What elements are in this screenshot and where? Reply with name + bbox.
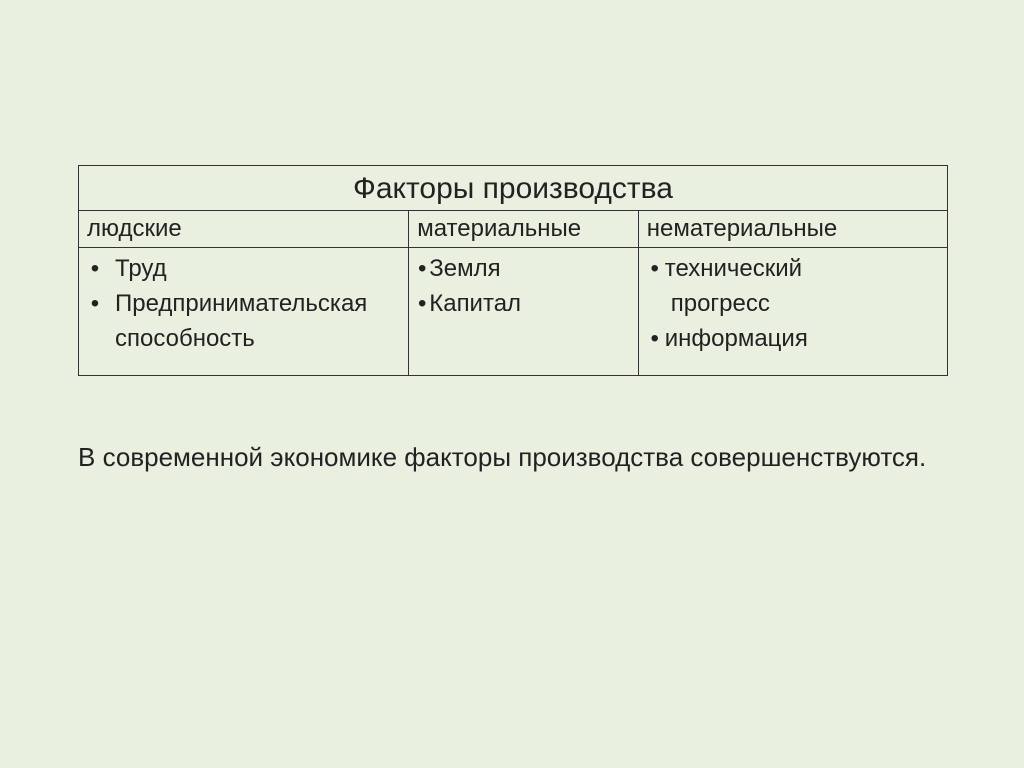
col1-item2-text1: Предпринимательская <box>105 287 367 322</box>
table-header-row: людские материальные нематериальные <box>79 210 947 247</box>
body-col2: • Земля • Капитал <box>408 248 637 374</box>
bullet-icon: • <box>645 252 665 287</box>
col2-item2: • Капитал <box>415 287 631 322</box>
bullet-icon: • <box>415 252 429 287</box>
col3-item1-line2: прогресс <box>645 287 941 322</box>
col3-item1-line1: • технический <box>645 252 941 287</box>
bullet-icon: • <box>85 252 105 287</box>
body-col1: • Труд • Предпринимательская способность <box>79 248 408 374</box>
bullet-icon: • <box>85 287 105 322</box>
body-col3: • технический прогресс • информация <box>638 248 947 374</box>
col1-item1: • Труд <box>85 252 402 287</box>
col1-item2-line1: • Предпринимательская <box>85 287 402 322</box>
bullet-icon: • <box>645 322 665 357</box>
col1-item1-text: Труд <box>105 252 167 287</box>
col2-item2-text: Капитал <box>429 287 521 322</box>
header-col3: нематериальные <box>638 211 947 247</box>
header-col2: материальные <box>408 211 637 247</box>
table-body-row: • Труд • Предпринимательская способность… <box>79 247 947 374</box>
slide: Факторы производства людские материальны… <box>0 0 1024 768</box>
col3-item2-text: информация <box>665 322 808 357</box>
col3-item2: • информация <box>645 322 941 357</box>
factors-table: Факторы производства людские материальны… <box>78 165 948 376</box>
table-title: Факторы производства <box>79 166 947 210</box>
col2-item1-text: Земля <box>429 252 500 287</box>
col3-item1-text1: технический <box>665 252 802 287</box>
bullet-icon: • <box>415 287 429 322</box>
col2-item1: • Земля <box>415 252 631 287</box>
footer-paragraph: В современной экономике факторы производ… <box>78 440 948 475</box>
col1-item2-line2: способность <box>85 322 402 357</box>
header-col1: людские <box>79 211 408 247</box>
